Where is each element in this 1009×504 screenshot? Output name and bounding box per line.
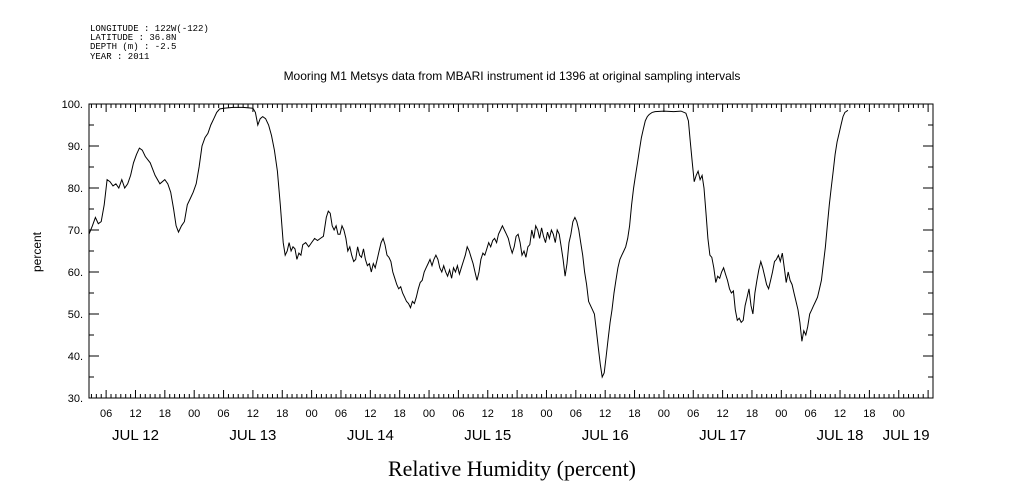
date-label: JUL 15 xyxy=(464,427,511,444)
x-tick-label: 00 xyxy=(540,408,552,420)
y-tick-label: 40. xyxy=(68,351,83,363)
x-tick-label: 06 xyxy=(217,408,229,420)
date-label: JUL 14 xyxy=(347,427,394,444)
y-tick-label: 70. xyxy=(68,225,83,237)
x-tick-label: 06 xyxy=(805,408,817,420)
x-tick-label: 12 xyxy=(482,408,494,420)
x-tick-label: 00 xyxy=(893,408,905,420)
date-label: JUL 12 xyxy=(112,427,159,444)
metadata-block: LONGITUDE : 122W(-122) LATITUDE : 36.8N … xyxy=(90,24,209,62)
x-tick-label: 18 xyxy=(628,408,640,420)
x-tick-label: 12 xyxy=(599,408,611,420)
x-tick-label: 06 xyxy=(452,408,464,420)
date-label: JUL 19 xyxy=(883,427,930,444)
x-tick-label: 12 xyxy=(247,408,259,420)
x-tick-label: 06 xyxy=(687,408,699,420)
date-label: JUL 13 xyxy=(229,427,276,444)
x-tick-label: 00 xyxy=(658,408,670,420)
year-text: YEAR : 2011 xyxy=(90,52,149,62)
x-tick-label: 18 xyxy=(159,408,171,420)
date-label: JUL 18 xyxy=(817,427,864,444)
plot-frame xyxy=(88,103,934,399)
date-label: JUL 17 xyxy=(699,427,746,444)
y-tick-label: 100. xyxy=(62,99,83,111)
x-tick-label: 18 xyxy=(276,408,288,420)
y-axis-label: percent xyxy=(30,231,44,272)
x-tick-label: 18 xyxy=(863,408,875,420)
series-line xyxy=(88,106,849,379)
x-tick-label: 00 xyxy=(775,408,787,420)
x-tick-label: 12 xyxy=(834,408,846,420)
y-tick-label: 60. xyxy=(68,267,83,279)
x-tick-label: 12 xyxy=(716,408,728,420)
x-tick-label: 18 xyxy=(394,408,406,420)
x-tick-label: 06 xyxy=(570,408,582,420)
x-tick-label: 06 xyxy=(335,408,347,420)
x-axis-label: Relative Humidity (percent) xyxy=(388,456,636,481)
chart-title: Mooring M1 Metsys data from MBARI instru… xyxy=(284,69,741,83)
y-tick-label: 30. xyxy=(68,393,83,405)
axes-group: 30. 40. 50. 60. 70. 80. 90. 100. 06 12 18 00 06 12 18 0… xyxy=(62,99,934,444)
x-tick-label: 00 xyxy=(188,408,200,420)
y-tick-label: 50. xyxy=(68,309,83,321)
x-tick-label: 00 xyxy=(423,408,435,420)
x-tick-label: 12 xyxy=(364,408,376,420)
latitude-text: LATITUDE : 36.8N xyxy=(90,33,176,43)
x-tick-label: 00 xyxy=(305,408,317,420)
x-tick-label: 12 xyxy=(129,408,141,420)
x-tick-label: 18 xyxy=(746,408,758,420)
longitude-text: LONGITUDE : 122W(-122) xyxy=(90,24,209,34)
depth-text: DEPTH (m) : -2.5 xyxy=(90,42,176,52)
x-tick-label: 18 xyxy=(511,408,523,420)
y-tick-label: 80. xyxy=(68,183,83,195)
series-group xyxy=(88,106,849,379)
x-tick-label: 06 xyxy=(100,408,112,420)
y-tick-label: 90. xyxy=(68,141,83,153)
date-label: JUL 16 xyxy=(582,427,629,444)
